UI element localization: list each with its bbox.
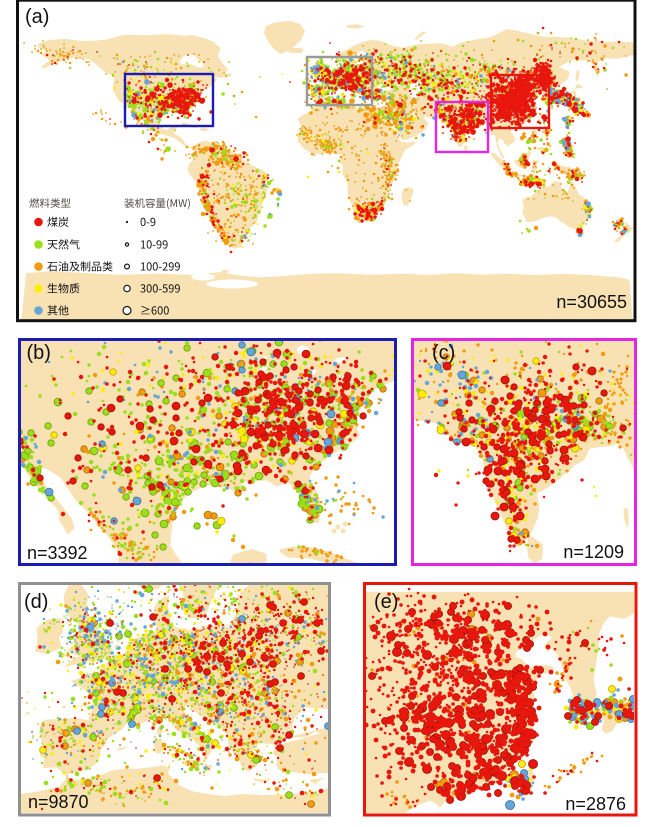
svg-text:n=30655: n=30655 <box>556 292 627 312</box>
svg-text:(d): (d) <box>24 591 48 613</box>
svg-text:(e): (e) <box>374 591 398 613</box>
svg-text:(c): (c) <box>432 342 455 364</box>
svg-text:n=9870: n=9870 <box>28 792 89 812</box>
svg-text:(b): (b) <box>27 342 51 364</box>
svg-text:n=2876: n=2876 <box>565 794 626 814</box>
svg-text:n=3392: n=3392 <box>27 543 88 563</box>
svg-text:(a): (a) <box>25 6 49 28</box>
svg-text:n=1209: n=1209 <box>563 542 624 562</box>
